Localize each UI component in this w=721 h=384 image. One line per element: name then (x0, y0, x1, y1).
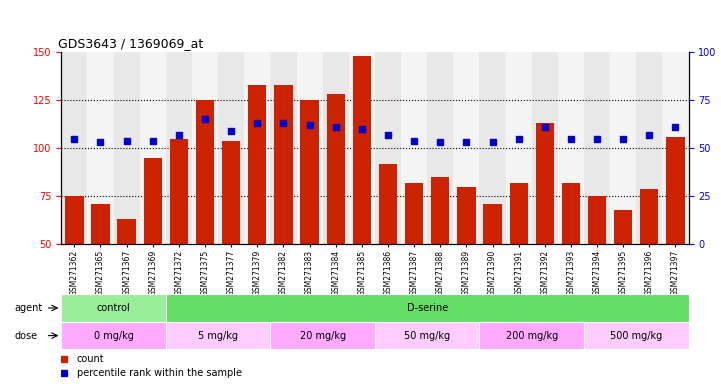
Bar (118, 219, 136, 340)
Text: control: control (97, 303, 131, 313)
Bar (323, 52, 349, 244)
Text: agent: agent (14, 303, 43, 313)
Bar (454, 52, 479, 244)
Text: dose: dose (14, 331, 37, 341)
Bar (427, 52, 454, 244)
Bar (143, 158, 162, 340)
Bar (457, 187, 476, 340)
Text: 5 mg/kg: 5 mg/kg (198, 331, 238, 341)
Bar (140, 52, 166, 244)
Bar (296, 52, 323, 244)
Text: D-serine: D-serine (407, 303, 448, 313)
Bar (92, 204, 110, 340)
Bar (274, 85, 293, 340)
Bar (558, 52, 584, 244)
Bar (640, 189, 658, 340)
Bar (614, 210, 632, 340)
Bar (270, 322, 375, 349)
Bar (431, 177, 449, 340)
Text: 200 mg/kg: 200 mg/kg (505, 331, 558, 341)
Bar (327, 94, 345, 340)
Bar (166, 294, 689, 322)
Bar (666, 137, 685, 340)
Bar (588, 196, 606, 340)
Bar (61, 52, 87, 244)
Bar (248, 85, 267, 340)
Bar (536, 123, 554, 340)
Bar (510, 183, 528, 340)
Bar (479, 52, 505, 244)
Text: 500 mg/kg: 500 mg/kg (610, 331, 663, 341)
Bar (401, 52, 427, 244)
Bar (244, 52, 270, 244)
Bar (270, 52, 296, 244)
Bar (531, 52, 558, 244)
Bar (663, 52, 689, 244)
Bar (483, 204, 502, 340)
Bar (479, 322, 584, 349)
Bar (301, 100, 319, 340)
Bar (610, 52, 636, 244)
Text: 0 mg/kg: 0 mg/kg (94, 331, 133, 341)
Bar (349, 52, 375, 244)
Bar (505, 52, 531, 244)
Text: count: count (77, 354, 105, 364)
Bar (61, 322, 166, 349)
Text: GDS3643 / 1369069_at: GDS3643 / 1369069_at (58, 36, 203, 50)
Bar (584, 322, 689, 349)
Bar (375, 52, 401, 244)
Bar (375, 322, 479, 349)
Bar (222, 141, 240, 340)
Bar (192, 52, 218, 244)
Bar (61, 294, 166, 322)
Bar (379, 164, 397, 340)
Bar (405, 183, 423, 340)
Bar (114, 52, 140, 244)
Bar (353, 56, 371, 340)
Text: percentile rank within the sample: percentile rank within the sample (77, 368, 242, 378)
Bar (584, 52, 610, 244)
Bar (169, 139, 188, 340)
Bar (87, 52, 114, 244)
Bar (636, 52, 663, 244)
Bar (196, 100, 214, 340)
Bar (562, 183, 580, 340)
Bar (65, 196, 84, 340)
Bar (166, 322, 270, 349)
Bar (218, 52, 244, 244)
Text: 20 mg/kg: 20 mg/kg (300, 331, 345, 341)
Bar (166, 52, 192, 244)
Text: 50 mg/kg: 50 mg/kg (404, 331, 450, 341)
